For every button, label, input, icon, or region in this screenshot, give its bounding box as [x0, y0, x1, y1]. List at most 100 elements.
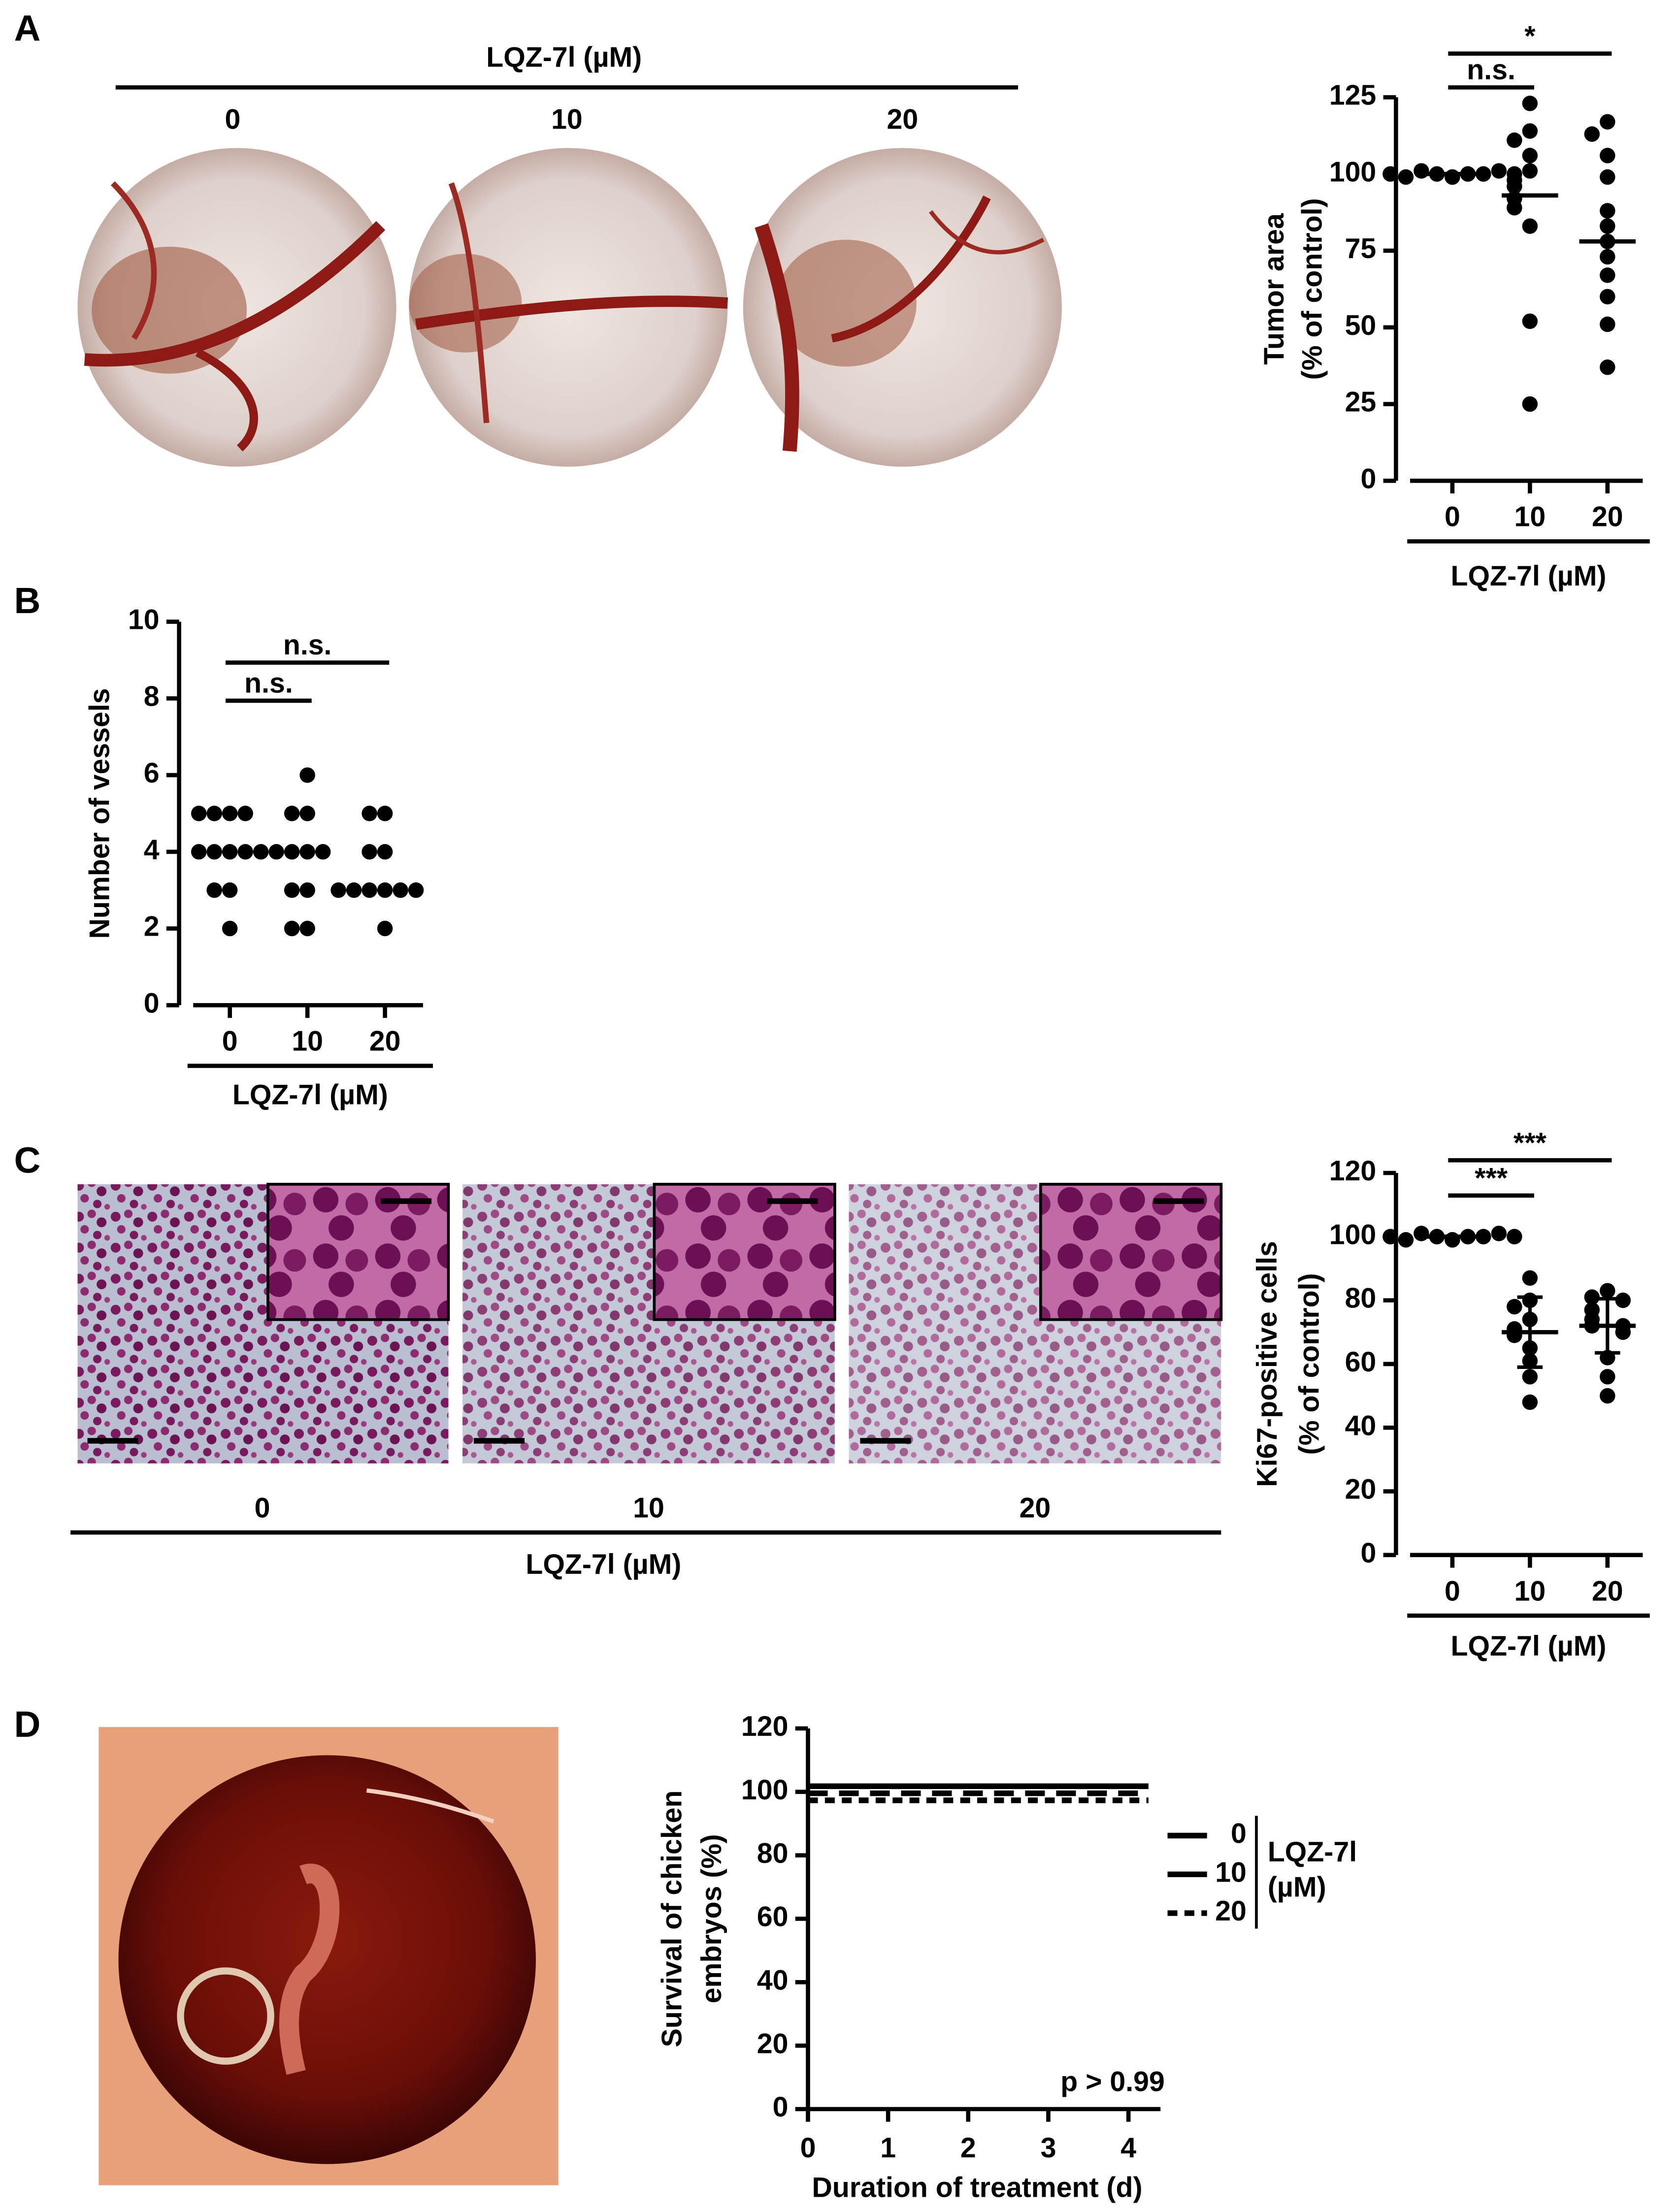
y-tick-label: 100 [1329, 156, 1377, 188]
data-point [222, 920, 238, 937]
y-tick-label: 10 [128, 604, 160, 636]
x-tick-label: 1 [880, 2132, 896, 2164]
x-axis-label: Duration of treatment (d) [812, 2172, 1143, 2203]
x-tick-label: 3 [1041, 2132, 1056, 2164]
data-point [315, 844, 331, 860]
y-tick-label: 100 [741, 1774, 789, 1806]
y-tick-label: 6 [144, 757, 160, 789]
data-point [1522, 313, 1538, 329]
data-point [1382, 166, 1398, 182]
data-point [346, 882, 362, 898]
data-point [1476, 1229, 1491, 1245]
y-axis-label: (% of control) [1294, 1273, 1325, 1455]
y-axis-label: embryos (%) [696, 1834, 727, 2004]
data-point [377, 806, 393, 821]
significance-label: n.s. [283, 629, 332, 661]
y-tick-label: 0 [144, 987, 160, 1019]
histology-images [77, 1183, 1223, 1464]
data-point [299, 767, 315, 783]
data-point [1600, 218, 1615, 234]
data-point [299, 920, 315, 937]
y-tick-label: 20 [1345, 1474, 1377, 1505]
panel-label: C [14, 1140, 41, 1181]
legend-label: 0 [1231, 1818, 1247, 1850]
data-point [268, 844, 284, 860]
data-point [1522, 396, 1538, 412]
data-point [1491, 163, 1507, 179]
y-tick-label: 0 [1360, 463, 1376, 494]
significance-label: *** [1475, 1162, 1508, 1194]
data-point [1584, 126, 1600, 142]
significance-label: *** [1513, 1127, 1547, 1159]
y-tick-label: 80 [757, 1838, 789, 1869]
data-point [1507, 200, 1522, 216]
data-point [1522, 1270, 1538, 1286]
data-point [362, 882, 377, 898]
x-axis-label: LQZ-7l (µM) [232, 1079, 388, 1111]
data-point [1445, 169, 1460, 185]
error-bar [1595, 1297, 1620, 1355]
significance-label: * [1524, 20, 1536, 52]
data-point [1600, 203, 1615, 219]
data-point [222, 806, 238, 821]
image-label: 10 [633, 1492, 664, 1524]
data-point [1600, 1388, 1615, 1404]
data-point [284, 844, 300, 860]
data-point [284, 920, 300, 937]
data-point [1507, 178, 1522, 194]
data-point [377, 844, 393, 860]
x-tick-label: 10 [292, 1026, 323, 1057]
legend-label: 20 [1215, 1895, 1247, 1927]
data-point [299, 806, 315, 821]
y-tick-label: 60 [757, 1901, 789, 1933]
y-tick-label: 50 [1345, 310, 1377, 341]
data-point [1414, 163, 1429, 179]
y-tick-label: 120 [741, 1711, 789, 1742]
y-axis-label: Survival of chicken [657, 1790, 688, 2048]
data-point [1522, 148, 1538, 163]
data-point [1522, 123, 1538, 139]
data-point [362, 806, 377, 821]
x-tick-label: 10 [1514, 501, 1546, 533]
data-point [206, 844, 222, 860]
data-point [1600, 249, 1615, 265]
significance-label: n.s. [244, 668, 293, 699]
data-point [1398, 1232, 1414, 1248]
image-label: 0 [255, 1492, 270, 1524]
data-point [1600, 114, 1615, 130]
image-title: LQZ-7l (µM) [486, 41, 642, 73]
legend-label: 10 [1215, 1856, 1247, 1888]
data-point [1584, 1289, 1600, 1305]
data-point [393, 882, 408, 898]
data-point [377, 882, 393, 898]
panel-label: B [14, 580, 41, 621]
data-point [191, 844, 207, 860]
data-point [1522, 96, 1538, 111]
panel-label: A [14, 8, 41, 49]
data-point [1615, 1324, 1631, 1340]
data-point [1522, 163, 1538, 179]
panel-label: D [14, 1704, 41, 1745]
y-tick-label: 4 [144, 834, 160, 866]
data-point [1600, 359, 1615, 375]
y-axis-label: Tumor area [1258, 213, 1290, 365]
x-tick-label: 0 [222, 1026, 238, 1057]
data-point [1600, 267, 1615, 283]
data-point [1600, 148, 1615, 163]
data-point [237, 844, 253, 860]
data-point [1476, 166, 1491, 182]
data-point [1600, 169, 1615, 185]
y-axis-label: Ki67-positive cells [1251, 1241, 1283, 1487]
data-point [408, 882, 424, 898]
data-point [1414, 1226, 1429, 1241]
annotation: p > 0.99 [1060, 2066, 1165, 2098]
significance-label: n.s. [1467, 54, 1515, 86]
y-tick-label: 0 [773, 2091, 789, 2123]
y-tick-label: 25 [1345, 387, 1377, 418]
data-point [299, 882, 315, 898]
x-tick-label: 20 [1592, 501, 1623, 533]
x-tick-label: 20 [369, 1026, 401, 1057]
data-point [1507, 1299, 1522, 1315]
data-point [1615, 1292, 1631, 1308]
